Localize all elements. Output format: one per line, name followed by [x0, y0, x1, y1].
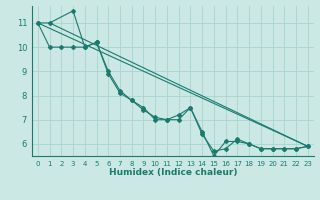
X-axis label: Humidex (Indice chaleur): Humidex (Indice chaleur) [108, 168, 237, 177]
